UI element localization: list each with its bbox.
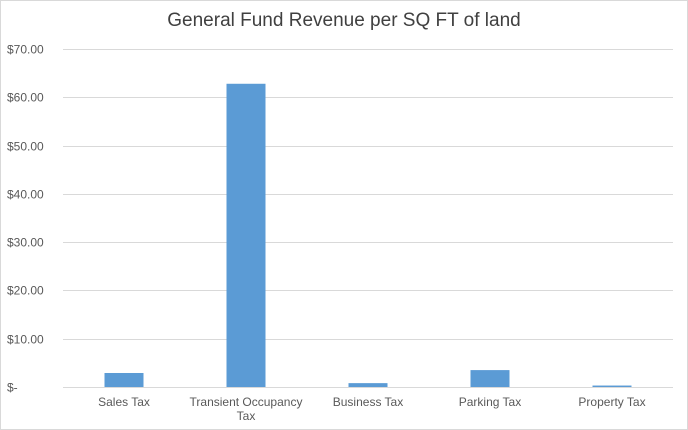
x-tick-label: Transient Occupancy — [190, 395, 303, 409]
chart-title: General Fund Revenue per SQ FT of land — [167, 10, 521, 31]
y-tick-label: $40.00 — [7, 188, 44, 202]
bar — [592, 385, 632, 387]
x-tick-label: Property Tax — [578, 395, 645, 409]
bar — [348, 383, 388, 387]
y-tick-label: $50.00 — [7, 140, 44, 154]
bar — [470, 370, 510, 387]
x-tick-label: Sales Tax — [98, 395, 150, 409]
x-tick-label: Business Tax — [333, 395, 403, 409]
y-tick-label: $70.00 — [7, 43, 44, 57]
y-tick-label: $60.00 — [7, 91, 44, 105]
y-tick-label: $10.00 — [7, 333, 44, 347]
y-tick-label: $- — [7, 381, 18, 395]
x-tick-label: Tax — [237, 409, 256, 423]
y-tick-label: $20.00 — [7, 284, 44, 298]
y-tick-label: $30.00 — [7, 236, 44, 250]
bar — [104, 372, 144, 387]
x-tick-label: Parking Tax — [459, 395, 521, 409]
bar — [226, 83, 266, 387]
